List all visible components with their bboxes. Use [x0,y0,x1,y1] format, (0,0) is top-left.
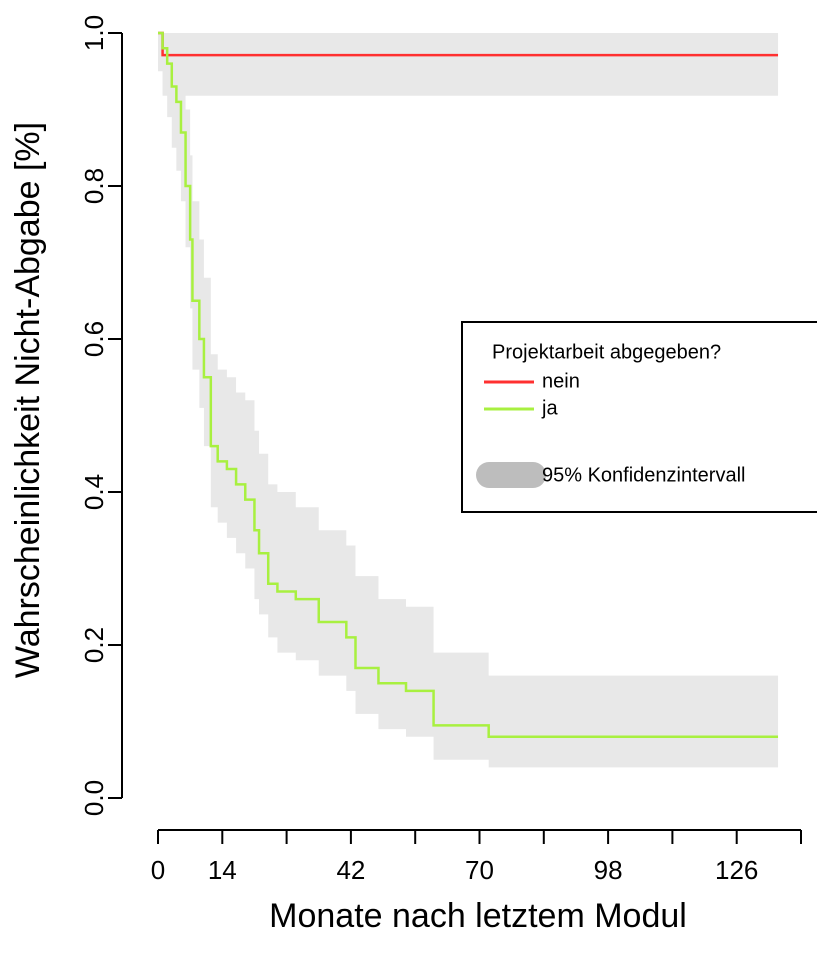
x-tick-label: 98 [594,855,623,885]
legend-label: nein [542,370,580,392]
survival-line [158,31,779,739]
x-tick-label: 0 [151,855,165,885]
y-tick-label: 0.0 [79,780,109,816]
x-tick-label: 42 [336,855,365,885]
legend: Projektarbeit abgegeben? nein ja 95% Konfid… [461,321,817,513]
x-tick-label: 70 [465,855,494,885]
ci-band [158,33,779,768]
y-axis-title: Wahrscheinlichkeit Nicht-Abgabe [%] [9,122,47,678]
y-tick-label: 0.8 [79,168,109,204]
legend-label: 95% Konfidenzintervall [542,464,745,486]
x-tick-label: 126 [715,855,758,885]
legend-title: Projektarbeit abgegeben? [492,341,721,363]
x-tick-label: 14 [208,855,237,885]
y-tick-label: 0.4 [79,474,109,510]
y-tick-label: 1.0 [79,15,109,51]
legend-box [461,321,817,513]
y-tick-label: 0.2 [79,627,109,663]
legend-label: ja [541,397,558,419]
x-axis-title: Monate nach letztem Modul [269,897,687,935]
y-tick-label: 0.6 [79,321,109,357]
legend-ci-swatch [476,462,546,488]
ci-band [158,33,779,96]
